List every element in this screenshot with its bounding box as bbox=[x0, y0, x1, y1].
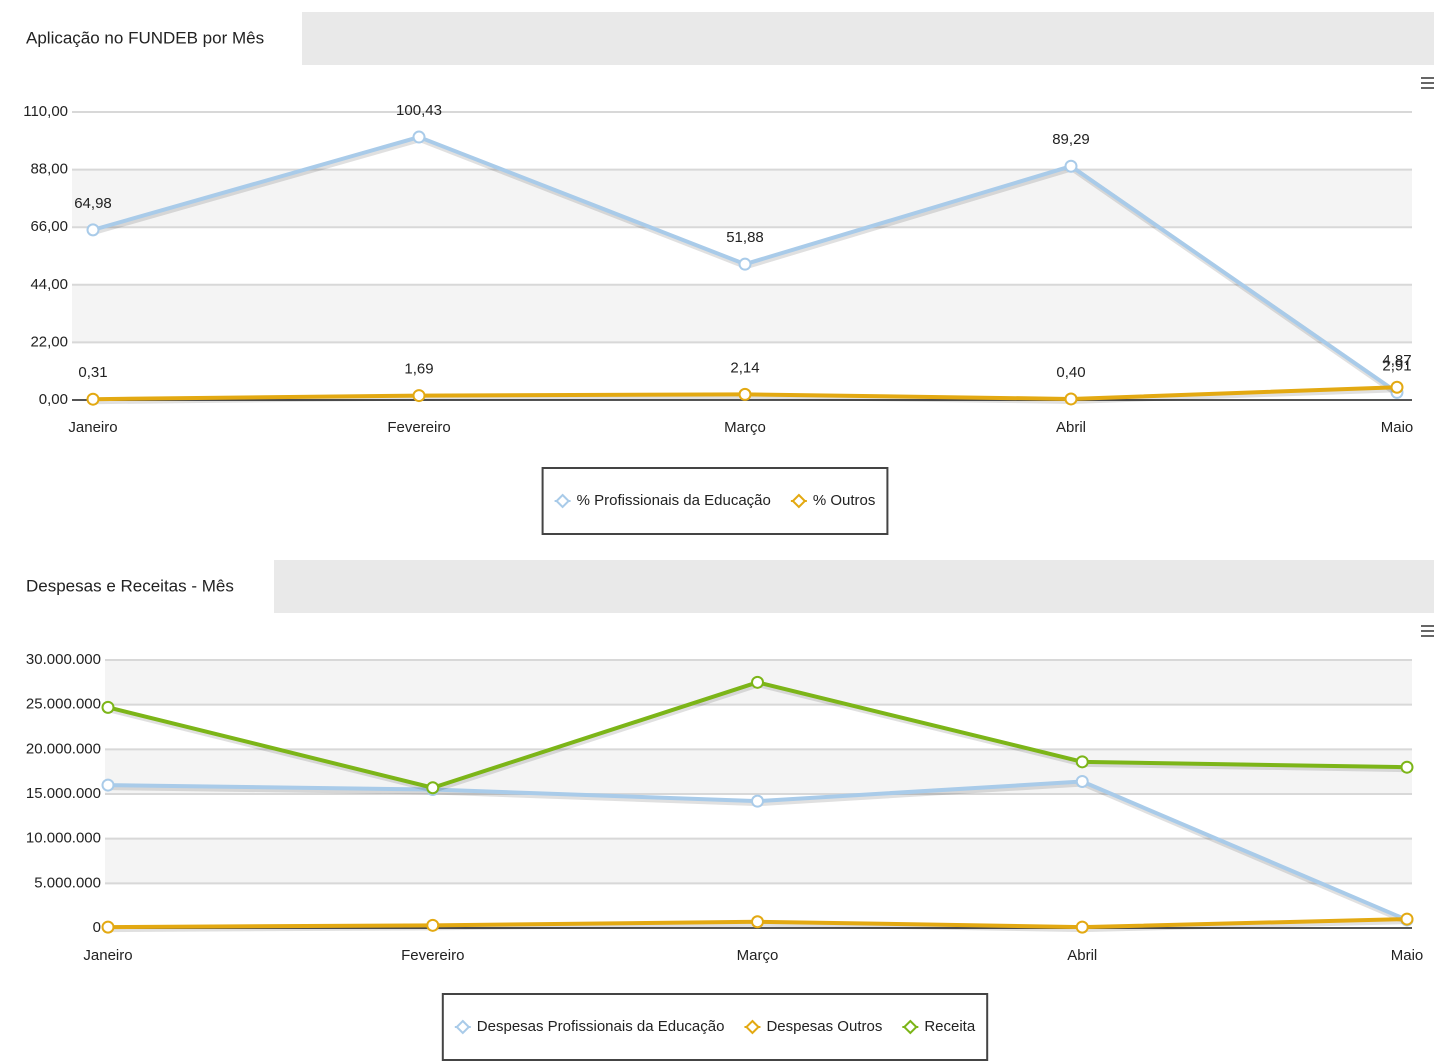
data-point bbox=[101, 920, 115, 934]
data-point bbox=[751, 794, 764, 808]
grid-band bbox=[105, 838, 1412, 884]
y-tick-label: 0 bbox=[93, 919, 101, 936]
legend-box bbox=[541, 467, 889, 535]
x-tick-label: Maio bbox=[1391, 947, 1424, 964]
data-point bbox=[426, 781, 440, 795]
data-point bbox=[1064, 392, 1078, 406]
data-point bbox=[101, 700, 115, 714]
legend-symbol bbox=[455, 1019, 471, 1035]
data-label: 0,31 bbox=[78, 364, 107, 381]
y-tick-label: 110,00 bbox=[23, 103, 68, 120]
x-tick-label: Abril bbox=[1056, 419, 1086, 436]
x-tick-label: Fevereiro bbox=[401, 947, 464, 964]
y-tick-label: 30.000.000 bbox=[26, 651, 101, 668]
grid-band bbox=[72, 169, 1412, 228]
y-tick-label: 5.000.000 bbox=[34, 874, 101, 891]
data-point bbox=[412, 389, 426, 403]
data-label: 4,87 bbox=[1382, 352, 1411, 369]
x-tick-label: Janeiro bbox=[83, 947, 132, 964]
data-point bbox=[1390, 380, 1404, 394]
data-point bbox=[1075, 774, 1089, 788]
data-label: 51,88 bbox=[726, 229, 764, 246]
data-point bbox=[1064, 159, 1078, 173]
legend-label: Despesas Profissionais da Educação bbox=[477, 1018, 725, 1035]
data-label: 0,40 bbox=[1056, 364, 1085, 381]
data-label: 100,43 bbox=[396, 102, 442, 119]
y-tick-label: 25.000.000 bbox=[26, 696, 101, 713]
legend-label: Despesas Outros bbox=[766, 1018, 882, 1035]
data-label: 2,91 bbox=[1382, 357, 1411, 374]
data-point bbox=[1075, 920, 1089, 934]
x-tick-label: Janeiro bbox=[68, 419, 117, 436]
legend-box bbox=[441, 993, 989, 1061]
legend-symbol bbox=[745, 1019, 760, 1035]
panel-tab bbox=[12, 12, 302, 65]
y-tick-label: 88,00 bbox=[30, 161, 68, 178]
data-point bbox=[751, 915, 764, 929]
y-tick-label: 0,00 bbox=[39, 391, 68, 408]
legend-symbol bbox=[902, 1019, 918, 1035]
x-tick-label: Maio bbox=[1381, 419, 1414, 436]
data-point bbox=[101, 778, 115, 792]
legend-label: % Profissionais da Educação bbox=[577, 492, 771, 509]
data-label: 1,69 bbox=[404, 361, 433, 378]
x-tick-label: Março bbox=[724, 419, 766, 436]
chart-title: Despesas e Receitas - Mês bbox=[26, 576, 234, 595]
legend-label: Receita bbox=[924, 1018, 976, 1035]
grid-band bbox=[72, 284, 1412, 343]
legend-symbol bbox=[791, 493, 807, 509]
data-point bbox=[1400, 912, 1414, 926]
data-point bbox=[412, 130, 426, 144]
y-tick-label: 15.000.000 bbox=[26, 785, 101, 802]
data-label: 89,29 bbox=[1052, 131, 1090, 148]
y-tick-label: 10.000.000 bbox=[26, 830, 101, 847]
y-tick-label: 44,00 bbox=[30, 276, 68, 293]
legend-label: % Outros bbox=[813, 492, 876, 509]
data-point bbox=[426, 918, 440, 932]
data-label: 2,14 bbox=[730, 359, 759, 376]
y-tick-label: 66,00 bbox=[30, 218, 68, 235]
x-tick-label: Fevereiro bbox=[387, 419, 450, 436]
x-tick-label: Março bbox=[737, 947, 779, 964]
data-point bbox=[1400, 760, 1414, 774]
data-point bbox=[751, 675, 764, 689]
y-tick-label: 22,00 bbox=[30, 333, 68, 350]
data-point bbox=[86, 223, 100, 237]
data-point bbox=[1075, 755, 1089, 769]
panel-tab bbox=[12, 560, 274, 613]
data-label: 64,98 bbox=[74, 195, 112, 212]
x-tick-label: Abril bbox=[1067, 947, 1097, 964]
chart-title: Aplicação no FUNDEB por Mês bbox=[26, 28, 264, 47]
data-point bbox=[738, 257, 752, 271]
legend-symbol bbox=[555, 493, 571, 509]
data-point bbox=[738, 387, 752, 401]
data-point bbox=[86, 392, 100, 406]
y-tick-label: 20.000.000 bbox=[26, 740, 101, 757]
